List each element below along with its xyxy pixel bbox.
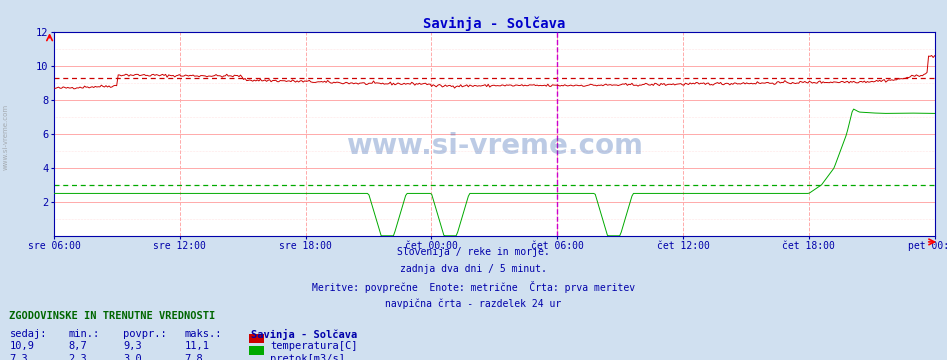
Text: 3,0: 3,0 xyxy=(123,354,142,360)
Text: povpr.:: povpr.: xyxy=(123,329,167,339)
Text: pretok[m3/s]: pretok[m3/s] xyxy=(270,354,345,360)
Text: Savinja - Solčava: Savinja - Solčava xyxy=(251,329,357,341)
Text: min.:: min.: xyxy=(68,329,99,339)
Text: 8,7: 8,7 xyxy=(68,341,87,351)
Text: maks.:: maks.: xyxy=(185,329,223,339)
Text: ZGODOVINSKE IN TRENUTNE VREDNOSTI: ZGODOVINSKE IN TRENUTNE VREDNOSTI xyxy=(9,311,216,321)
Text: Slovenija / reke in morje.: Slovenija / reke in morje. xyxy=(397,247,550,257)
Text: Meritve: povprečne  Enote: metrične  Črta: prva meritev: Meritve: povprečne Enote: metrične Črta:… xyxy=(312,281,635,293)
Text: temperatura[C]: temperatura[C] xyxy=(270,341,357,351)
Text: 11,1: 11,1 xyxy=(185,341,209,351)
Text: 7,8: 7,8 xyxy=(185,354,204,360)
Text: 7,3: 7,3 xyxy=(9,354,28,360)
Text: 9,3: 9,3 xyxy=(123,341,142,351)
Text: 2,3: 2,3 xyxy=(68,354,87,360)
Text: navpična črta - razdelek 24 ur: navpična črta - razdelek 24 ur xyxy=(385,298,562,309)
Text: zadnja dva dni / 5 minut.: zadnja dva dni / 5 minut. xyxy=(400,264,547,274)
Text: www.si-vreme.com: www.si-vreme.com xyxy=(346,132,643,160)
Text: sedaj:: sedaj: xyxy=(9,329,47,339)
Text: www.si-vreme.com: www.si-vreme.com xyxy=(3,104,9,170)
Text: 10,9: 10,9 xyxy=(9,341,34,351)
Title: Savinja - Solčava: Savinja - Solčava xyxy=(423,17,565,31)
